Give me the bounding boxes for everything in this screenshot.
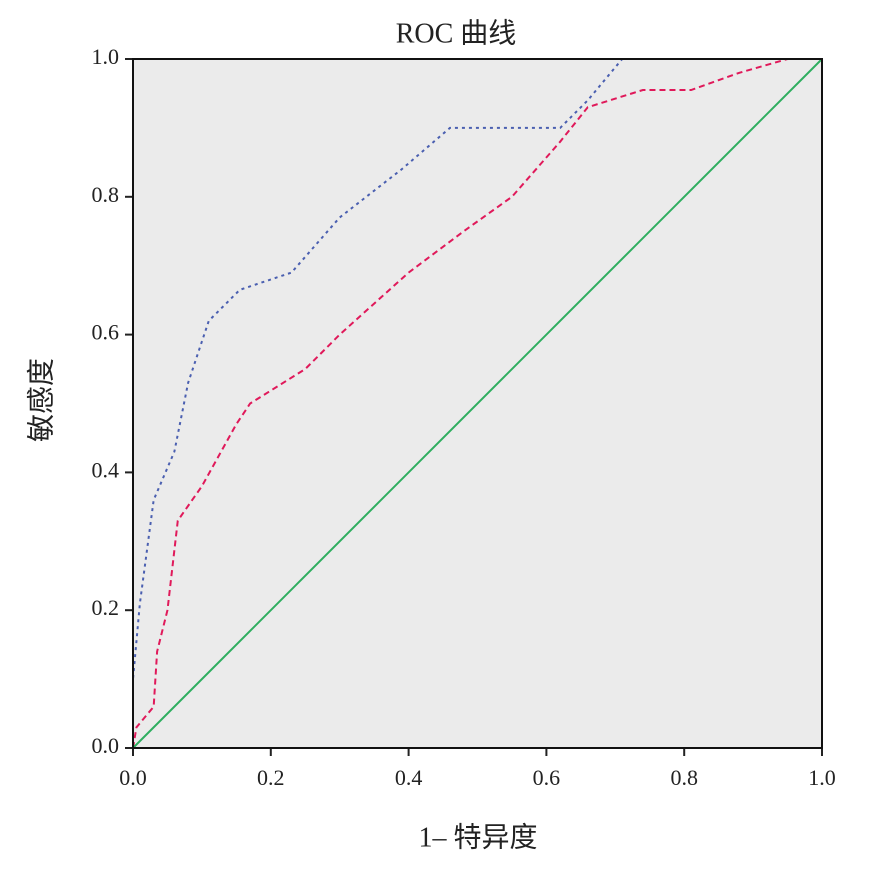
y-tick-label: 0.8: [92, 182, 120, 207]
plot-frame: [132, 58, 823, 749]
x-tick-label: 1.0: [808, 765, 836, 790]
x-tick-label: 0.0: [119, 765, 147, 790]
roc-line: [132, 58, 823, 749]
roc-line: [132, 58, 822, 748]
y-tick-label: 0.6: [92, 320, 120, 345]
x-tick-label: 0.8: [670, 765, 698, 790]
roc-line: [132, 58, 822, 749]
y-tick-label: 1.0: [92, 44, 120, 69]
chart-title: ROC 曲线: [396, 17, 517, 49]
y-tick-label: 0.4: [92, 457, 120, 482]
x-tick-label: 0.6: [533, 765, 561, 790]
x-tick-label: 0.2: [257, 765, 285, 790]
y-tick-label: 0.2: [92, 595, 120, 620]
x-tick-label: 0.4: [395, 765, 423, 790]
y-axis-label: 敏感度: [25, 358, 57, 442]
y-tick-label: 0.0: [92, 733, 120, 758]
x-axis-label: 1– 特异度: [418, 821, 537, 853]
